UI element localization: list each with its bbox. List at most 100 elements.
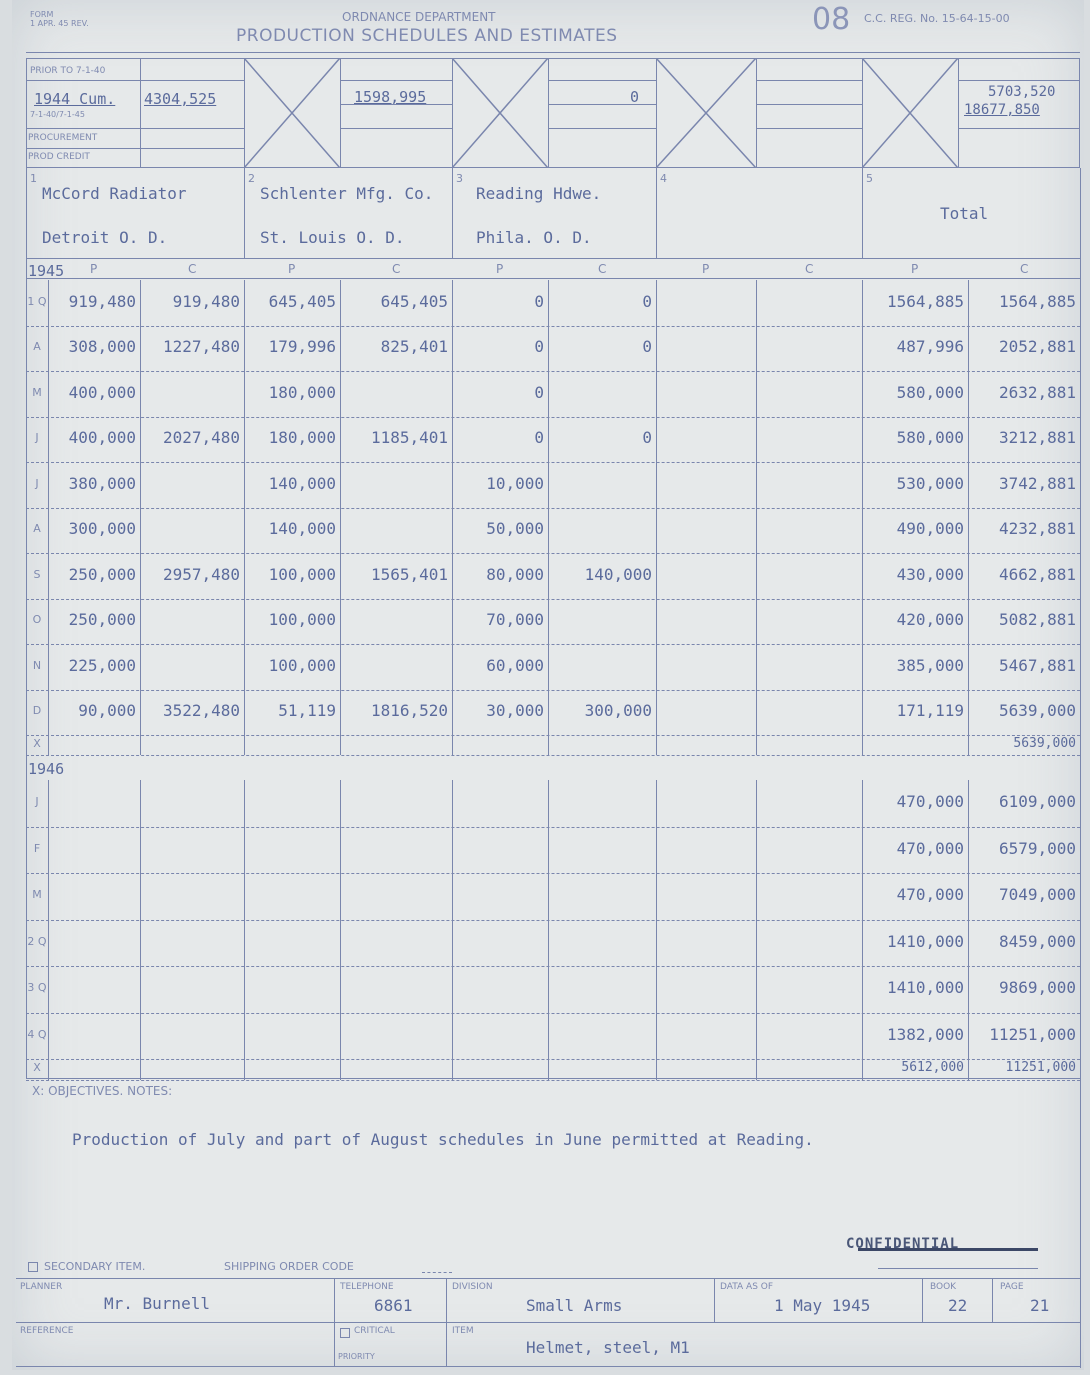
table-cell: 470,000	[896, 885, 964, 905]
c-column-label: C	[1020, 262, 1029, 276]
table-cell: 10,000	[486, 473, 544, 493]
secondary-item-checkbox[interactable]	[28, 1262, 38, 1272]
row-month-label: F	[33, 841, 41, 855]
registration-number: C.C. REG. No. 15-64-15-00	[864, 12, 1010, 25]
table-cell: 180,000	[268, 428, 336, 448]
table-cell: 0	[642, 291, 652, 311]
contractor-2-number: 2	[248, 172, 255, 185]
form-title: PRODUCTION SCHEDULES AND ESTIMATES	[236, 26, 618, 46]
year-cumulative-label: 1944 Cum.	[34, 90, 116, 108]
table-cell: 1185,401	[370, 428, 448, 448]
page-value: 21	[1030, 1296, 1050, 1315]
prior-value-col3: 0	[630, 88, 640, 106]
table-cell: 385,000	[896, 655, 964, 675]
c-column-label: C	[188, 262, 197, 276]
table-cell: 5639,000	[1013, 735, 1076, 751]
prior-value-col2: 1598,995	[354, 88, 427, 106]
table-cell: 250,000	[68, 564, 136, 584]
row-month-label: D	[32, 704, 42, 718]
table-cell: 80,000	[486, 564, 544, 584]
year-1945-label: 1945	[28, 262, 65, 280]
row-month-label: J	[35, 795, 39, 809]
table-cell: 490,000	[896, 519, 964, 539]
planner-value: Mr. Burnell	[104, 1294, 210, 1313]
contractor-3-number: 3	[456, 172, 463, 185]
procurement-label: PROCUREMENT	[28, 133, 98, 143]
p-column-label: P	[288, 262, 296, 276]
table-cell: 140,000	[268, 519, 336, 539]
row-month-label: J	[35, 431, 39, 445]
department-label: ORDNANCE DEPARTMENT	[342, 10, 496, 24]
table-cell: 11251,000	[989, 1024, 1076, 1044]
table-cell: 5467,881	[998, 655, 1076, 675]
table-cell: 1564,885	[886, 291, 964, 311]
c-column-label: C	[392, 262, 401, 276]
table-cell: 5082,881	[998, 610, 1076, 630]
table-cell: 1382,000	[886, 1024, 964, 1044]
table-cell: 50,000	[486, 519, 544, 539]
division-label: DIVISION	[452, 1282, 493, 1292]
production-schedule-form: FORM 1 APR. 45 REV. ORDNANCE DEPARTMENT …	[12, 0, 1084, 1370]
date-value: 1 May 1945	[774, 1296, 871, 1315]
critical-checkbox[interactable]	[340, 1328, 350, 1338]
table-cell: 1565,401	[370, 564, 448, 584]
contractor-2-location: St. Louis O. D.	[260, 228, 405, 247]
table-cell: 919,480	[172, 291, 240, 311]
contractor-3-name: Reading Hdwe.	[476, 184, 602, 203]
table-cell: 470,000	[896, 792, 964, 812]
table-cell: 825,401	[380, 337, 448, 357]
table-cell: 919,480	[68, 291, 136, 311]
row-month-label: M	[32, 385, 42, 399]
notes-text: Production of July and part of August sc…	[72, 1130, 814, 1149]
row-month-label: X	[33, 737, 41, 751]
row-month-label: J	[35, 476, 39, 490]
table-cell: 225,000	[68, 655, 136, 675]
prod-credit-label: PROD CREDIT	[28, 152, 90, 162]
table-cell: 51,119	[278, 701, 336, 721]
division-value: Small Arms	[526, 1296, 623, 1315]
table-cell: 5639,000	[998, 701, 1076, 721]
contractor-1-location: Detroit O. D.	[42, 228, 168, 247]
table-cell: 530,000	[896, 473, 964, 493]
table-cell: 308,000	[68, 337, 136, 357]
table-cell: 100,000	[268, 564, 336, 584]
cross-out-mark	[862, 58, 958, 168]
table-cell: 140,000	[584, 564, 652, 584]
reference-label: REFERENCE	[20, 1326, 74, 1336]
table-cell: 2027,480	[162, 428, 240, 448]
table-cell: 420,000	[896, 610, 964, 630]
table-cell: 470,000	[896, 838, 964, 858]
cross-out-mark	[452, 58, 548, 168]
c-column-label: C	[598, 262, 607, 276]
table-cell: 6109,000	[998, 792, 1076, 812]
table-cell: 2957,480	[162, 564, 240, 584]
table-cell: 6579,000	[998, 838, 1076, 858]
table-cell: 100,000	[268, 610, 336, 630]
row-month-label: N	[32, 658, 42, 672]
row-month-label: S	[33, 567, 41, 581]
contractor-3-location: Phila. O. D.	[476, 228, 592, 247]
contractor-1-number: 1	[30, 172, 37, 185]
table-cell: 0	[534, 291, 544, 311]
table-cell: 400,000	[68, 428, 136, 448]
prior-total-1: 5703,520	[988, 84, 1056, 100]
prior-section	[26, 58, 1080, 168]
table-cell: 400,000	[68, 382, 136, 402]
table-cell: 300,000	[68, 519, 136, 539]
row-month-label: A	[33, 522, 41, 536]
table-cell: 7049,000	[998, 885, 1076, 905]
cross-out-mark	[244, 58, 340, 168]
priority-label: PRIORITY	[338, 1352, 375, 1361]
page-label: PAGE	[1000, 1282, 1024, 1292]
table-cell: 580,000	[896, 428, 964, 448]
shipping-order-label: SHIPPING ORDER CODE	[224, 1260, 354, 1273]
p-column-label: P	[496, 262, 504, 276]
c-column-label: C	[805, 262, 814, 276]
p-column-label: P	[702, 262, 710, 276]
planner-label: PLANNER	[20, 1282, 63, 1292]
table-cell: 180,000	[268, 382, 336, 402]
form-number: FORM 1 APR. 45 REV.	[30, 10, 89, 28]
item-label: ITEM	[452, 1326, 474, 1336]
table-cell: 2052,881	[998, 337, 1076, 357]
table-cell: 9869,000	[998, 978, 1076, 998]
